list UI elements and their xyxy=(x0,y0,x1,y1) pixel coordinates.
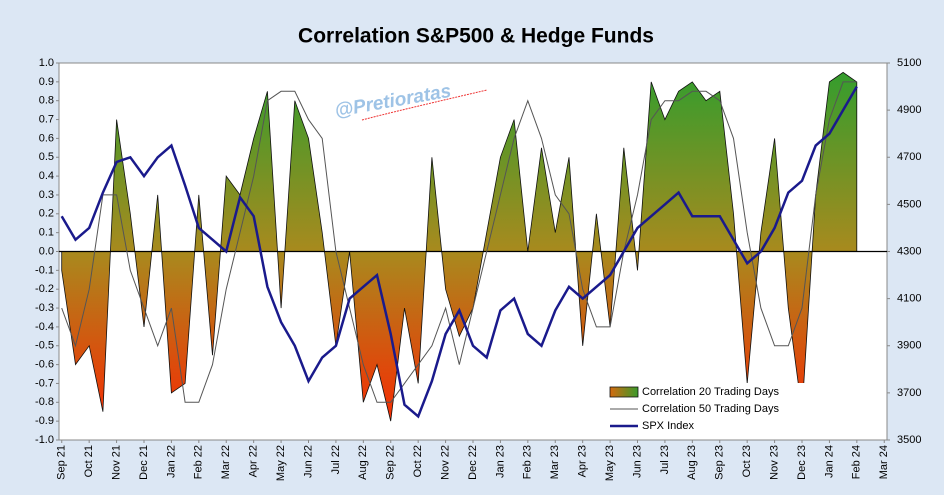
x-tick-label: Mar 24 xyxy=(878,445,890,479)
y-tick-label: 0.4 xyxy=(39,170,54,182)
x-tick-label: Jun 22 xyxy=(302,445,314,478)
y-tick-label: 0.8 xyxy=(39,95,54,107)
y-tick-label: 0.9 xyxy=(39,76,54,88)
y2-tick-label: 4300 xyxy=(897,245,921,257)
y2-tick-label: 4700 xyxy=(897,151,921,163)
x-tick-label: Dec 21 xyxy=(138,445,150,480)
x-tick-label: Feb 24 xyxy=(851,445,863,479)
x-tick-label: Feb 23 xyxy=(522,445,534,479)
y-tick-label: -0.8 xyxy=(35,396,54,408)
x-tick-label: Oct 23 xyxy=(741,445,753,477)
x-tick-label: Oct 22 xyxy=(412,445,424,477)
y-tick-label: 0.7 xyxy=(39,113,54,125)
x-tick-label: Apr 23 xyxy=(577,445,589,477)
x-tick-label: Dec 23 xyxy=(796,445,808,480)
y2-tick-label: 4500 xyxy=(897,198,921,210)
legend-label: SPX Index xyxy=(642,420,694,432)
y2-tick-label: 3500 xyxy=(897,434,921,446)
area xyxy=(61,71,858,422)
legend-label: Correlation 20 Trading Days xyxy=(642,386,779,398)
x-tick-label: Sep 22 xyxy=(385,445,397,480)
y-tick-label: -0.9 xyxy=(35,415,54,427)
y2-tick-label: 4100 xyxy=(897,293,921,305)
y-tick-label: -0.2 xyxy=(35,283,54,295)
x-tick-label: Mar 23 xyxy=(549,445,561,479)
x-tick-label: Sep 21 xyxy=(56,445,68,480)
legend: Correlation 20 Trading Days Correlation 5… xyxy=(606,383,831,437)
y2-tick-label: 3900 xyxy=(897,340,921,352)
x-tick-label: Nov 23 xyxy=(768,445,780,480)
x-tick-label: Nov 22 xyxy=(439,445,451,480)
y2-tick-label: 4900 xyxy=(897,104,921,116)
x-tick-label: May 23 xyxy=(604,445,616,481)
watermark-underline xyxy=(361,89,488,121)
legend-swatch xyxy=(609,386,639,398)
legend-box xyxy=(606,383,831,437)
y-tick-label: 0.6 xyxy=(39,132,54,144)
x-tick-label: May 22 xyxy=(275,445,287,481)
y-tick-label: 0.3 xyxy=(39,189,54,201)
y-tick-label: 0.0 xyxy=(39,245,54,257)
x-tick-label: Jan 22 xyxy=(165,445,177,478)
y2-tick-label: 5100 xyxy=(897,57,921,69)
x-tick-label: Oct 21 xyxy=(83,445,95,477)
x-tick-label: Apr 22 xyxy=(248,445,260,477)
y-tick-label: -0.7 xyxy=(35,377,54,389)
x-tick-label: Nov 21 xyxy=(110,445,122,480)
line xyxy=(61,81,857,403)
y-tick-label: -0.5 xyxy=(35,340,54,352)
y-tick-label: -0.4 xyxy=(35,321,54,333)
y2-tick-label: 3700 xyxy=(897,387,921,399)
x-tick-label: Sep 23 xyxy=(714,445,726,480)
y-tick-label: 0.5 xyxy=(39,151,54,163)
x-tick-label: Jul 23 xyxy=(659,445,671,474)
y-tick-label: 1.0 xyxy=(39,57,54,69)
x-tick-label: Mar 22 xyxy=(220,445,232,479)
y-tick-label: 0.2 xyxy=(39,208,54,220)
y-tick-label: -0.3 xyxy=(35,302,54,314)
y-tick-label: -0.6 xyxy=(35,359,54,371)
chart-title: Correlation S&P500 & Hedge Funds xyxy=(298,25,654,48)
x-tick-label: Aug 23 xyxy=(686,445,698,480)
x-tick-label: Aug 22 xyxy=(357,445,369,480)
legend-label: Correlation 50 Trading Days xyxy=(642,403,779,415)
y-tick-label: -0.1 xyxy=(35,264,54,276)
y-tick-label: -1.0 xyxy=(35,434,54,446)
x-tick-label: Feb 22 xyxy=(193,445,205,479)
x-tick-label: Jan 24 xyxy=(823,445,835,478)
line xyxy=(60,85,858,419)
y-tick-label: 0.1 xyxy=(39,227,54,239)
x-tick-label: Dec 22 xyxy=(467,445,479,480)
x-tick-label: Jan 23 xyxy=(494,445,506,478)
x-tick-label: Jul 22 xyxy=(330,445,342,474)
x-tick-label: Jun 23 xyxy=(631,445,643,478)
